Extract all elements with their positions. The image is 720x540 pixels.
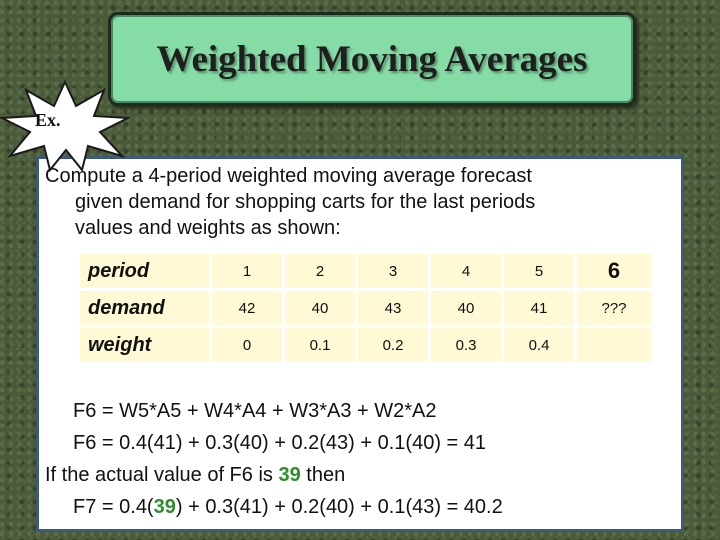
intro-line-2: given demand for shopping carts for the … — [75, 191, 536, 213]
f6-definition: F6 = W5*A5 + W4*A4 + W3*A3 + W2*A2 — [73, 400, 437, 422]
period-cell: 1 — [212, 254, 282, 288]
period-cell: 4 — [431, 254, 501, 288]
demand-row: demand 42 40 43 40 41 ??? — [80, 291, 651, 325]
period-cell: 6 — [577, 254, 651, 288]
f6-calculation: F6 = 0.4(41) + 0.3(40) + 0.2(43) + 0.1(4… — [73, 432, 487, 454]
weight-cell: 0.3 — [431, 328, 501, 362]
actual-value-line: If the actual value of F6 is 39 then — [45, 459, 675, 491]
slide-title: Weighted Moving Averages — [156, 38, 588, 80]
f7-prefix: F7 = 0.4( — [73, 496, 154, 518]
demand-cell: 40 — [285, 291, 355, 325]
weight-label: weight — [80, 328, 209, 362]
weight-cell: 0.1 — [285, 328, 355, 362]
weight-cell: 0.4 — [504, 328, 574, 362]
weight-row: weight 0 0.1 0.2 0.3 0.4 — [80, 328, 651, 362]
demand-cell: 40 — [431, 291, 501, 325]
f7-actual-value: 39 — [153, 496, 176, 518]
demand-cell: ??? — [577, 291, 651, 325]
demand-cell: 42 — [212, 291, 282, 325]
demand-cell: 41 — [504, 291, 574, 325]
period-row: period 1 2 3 4 5 6 — [80, 254, 651, 288]
weight-cell — [577, 328, 651, 362]
solution-block: F6 = W5*A5 + W4*A4 + W3*A3 + W2*A2 F6 = … — [45, 395, 675, 523]
starburst-icon — [0, 80, 130, 172]
period-cell: 3 — [358, 254, 428, 288]
weight-cell: 0.2 — [358, 328, 428, 362]
demand-cell: 43 — [358, 291, 428, 325]
intro-line-3: values and weights as shown: — [75, 217, 341, 239]
title-banner: Weighted Moving Averages — [108, 12, 636, 106]
period-cell: 5 — [504, 254, 574, 288]
f7-calculation: F7 = 0.4(39) + 0.3(41) + 0.2(40) + 0.1(4… — [45, 491, 675, 523]
demand-label: demand — [80, 291, 209, 325]
data-table: period 1 2 3 4 5 6 demand 42 40 43 40 41… — [77, 251, 654, 365]
example-badge: Ex. — [35, 110, 61, 130]
weight-cell: 0 — [212, 328, 282, 362]
period-label: period — [80, 254, 209, 288]
actual-line-suffix: then — [300, 464, 346, 486]
actual-line-prefix: If the actual value of F6 is — [45, 464, 279, 486]
actual-value: 39 — [278, 464, 301, 486]
period-cell: 2 — [285, 254, 355, 288]
problem-statement: Compute a 4-period weighted moving avera… — [45, 163, 675, 241]
intro-line-1: Compute a 4-period weighted moving avera… — [45, 165, 532, 187]
content-panel: Compute a 4-period weighted moving avera… — [36, 156, 684, 532]
f7-suffix: ) + 0.3(41) + 0.2(40) + 0.1(43) = 40.2 — [175, 496, 503, 518]
